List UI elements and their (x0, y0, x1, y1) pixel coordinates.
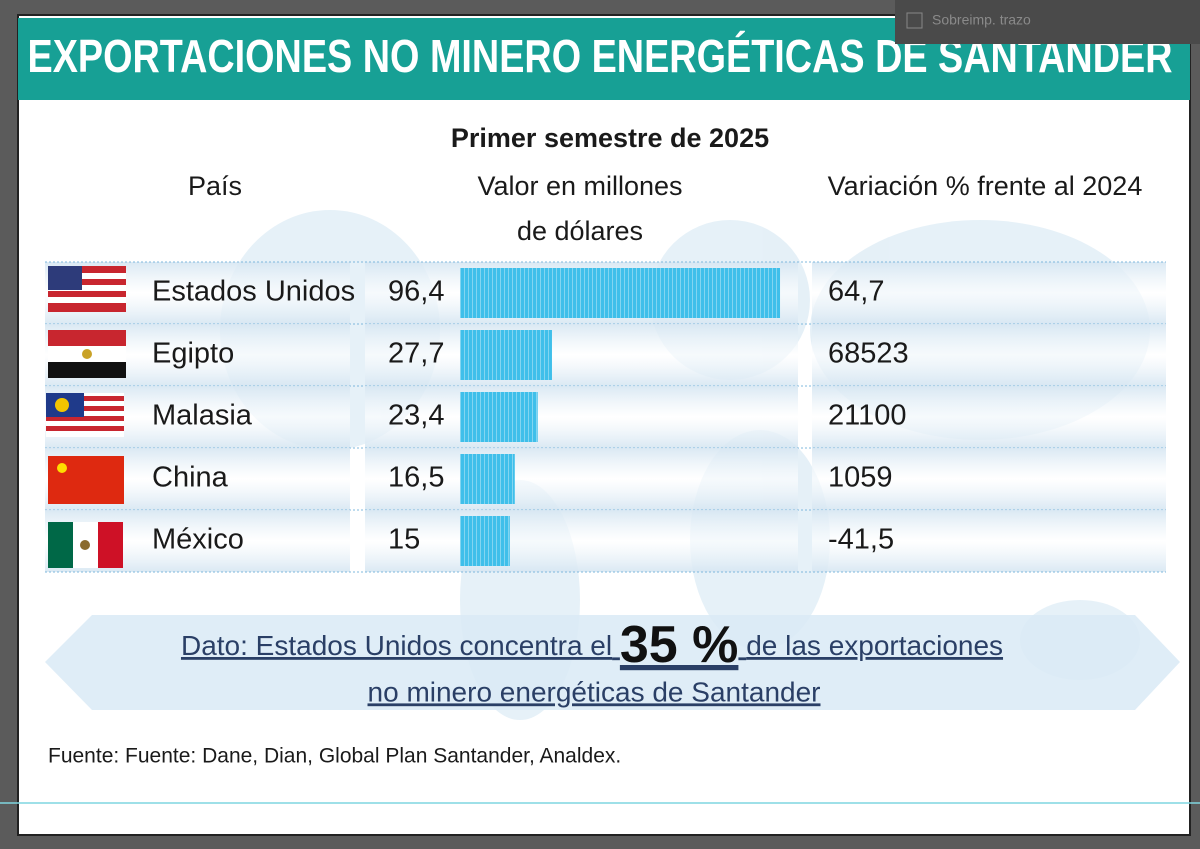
note-text: Dato: Estados Unidos concentra el (181, 630, 612, 661)
bar (460, 516, 510, 566)
row-background (365, 386, 798, 448)
value-label: 27,7 (388, 338, 444, 370)
note-highlight: 35 % (620, 616, 739, 674)
column-header: de dólares (517, 216, 643, 246)
value-label: 16,5 (388, 462, 444, 494)
overprint-checkbox[interactable] (906, 12, 923, 29)
overprint-label[interactable]: Sobreimp. trazo (932, 12, 1031, 28)
country-label: Malasia (152, 400, 253, 432)
note: Dato: Estados Unidos concentra el 35 % d… (181, 616, 1003, 674)
bar (460, 268, 781, 318)
row-background (812, 386, 1166, 448)
row-background (812, 262, 1166, 324)
variation-label: 68523 (828, 338, 909, 370)
table-rows: Estados Unidos 96,4 64,7 Egipto 27,7 68523 Mal… (45, 261, 1166, 573)
source: Fuente: Fuente: Dane, Dian, Global Plan … (48, 745, 621, 768)
ui-panel (895, 0, 1200, 44)
country-label: China (152, 462, 229, 494)
flag-egypt (48, 330, 126, 378)
flag-malaysia (46, 393, 124, 437)
note-line2: no minero energéticas de Santander (368, 676, 821, 707)
flag-mexico (48, 522, 123, 568)
subtitle: Primer semestre de 2025 (451, 123, 769, 153)
flag-usa (48, 266, 126, 312)
note-banner (45, 615, 1180, 710)
variation-label: 64,7 (828, 276, 884, 308)
row-background (365, 324, 798, 386)
value-label: 23,4 (388, 400, 444, 432)
variation-label: -41,5 (828, 524, 894, 556)
flags (46, 266, 126, 568)
country-label: México (152, 524, 244, 556)
bar (460, 330, 552, 380)
country-label: Estados Unidos (152, 276, 355, 308)
column-header: Variación % frente al 2024 (828, 171, 1143, 201)
value-label: 15 (388, 524, 420, 556)
column-header: Valor en millones (477, 171, 682, 201)
row-background (812, 448, 1166, 510)
row-background (812, 324, 1166, 386)
country-label: Egipto (152, 338, 234, 370)
variation-label: 21100 (828, 400, 907, 432)
flag-china (48, 456, 124, 504)
note-text: de las exportaciones (746, 630, 1003, 661)
row-background (365, 510, 798, 572)
variation-label: 1059 (828, 462, 893, 494)
column-header: País (188, 171, 242, 201)
bar (460, 392, 538, 442)
row-background (365, 448, 798, 510)
value-label: 96,4 (388, 276, 444, 308)
bar (460, 454, 515, 504)
row-background (812, 510, 1166, 572)
